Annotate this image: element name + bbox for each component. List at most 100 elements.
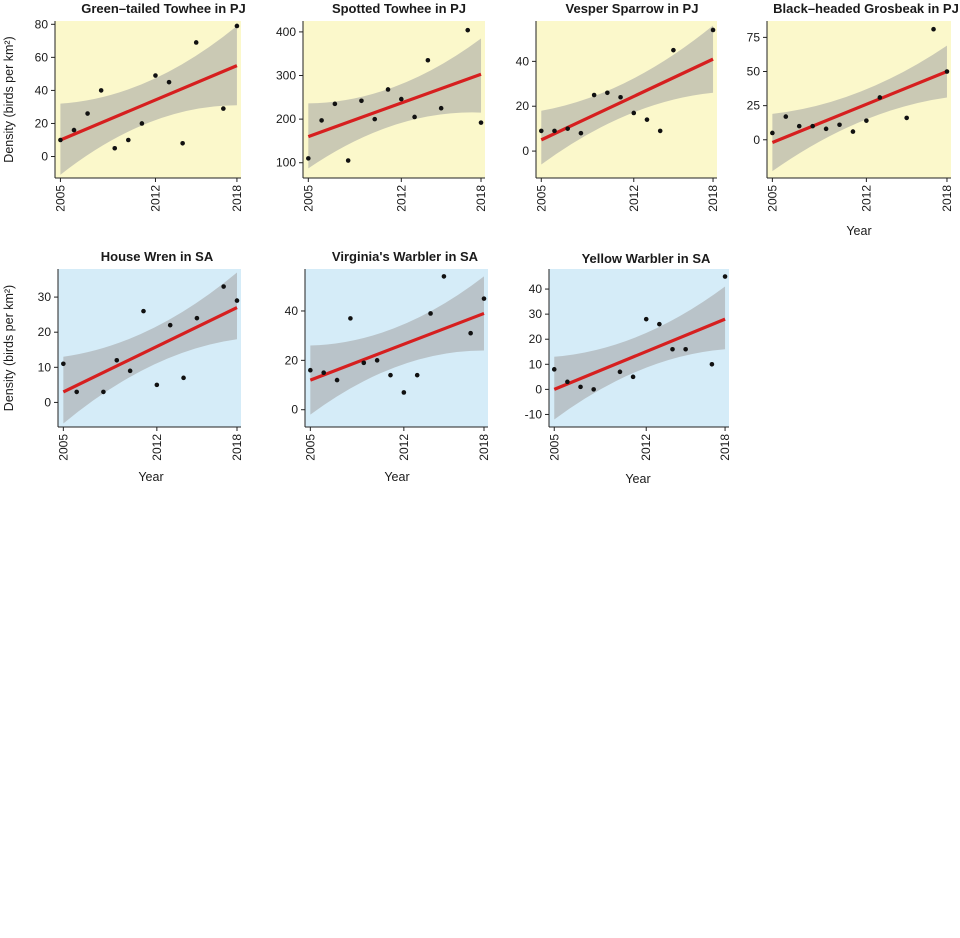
x-tick-label: 2005 bbox=[301, 185, 315, 212]
x-tick-label: 2012 bbox=[627, 185, 641, 212]
x-tick-label: 2012 bbox=[397, 434, 411, 461]
data-point bbox=[441, 274, 447, 279]
confidence-band bbox=[308, 38, 482, 169]
data-point bbox=[348, 316, 353, 321]
data-point bbox=[385, 87, 391, 92]
y-tick-label: 75 bbox=[747, 30, 761, 44]
data-point bbox=[864, 118, 869, 123]
x-tick-label: 2005 bbox=[765, 185, 779, 212]
y-tick-label: 50 bbox=[747, 65, 761, 79]
y-tick-label: 60 bbox=[35, 50, 49, 64]
x-axis-title: Year bbox=[846, 224, 871, 238]
panel-title: Green–tailed Towhee in PJ bbox=[81, 1, 245, 16]
data-point bbox=[428, 311, 433, 316]
panel-title: House Wren in SA bbox=[101, 249, 214, 264]
x-tick-label: 2005 bbox=[303, 434, 317, 461]
trend-line bbox=[309, 311, 485, 382]
data-point bbox=[221, 284, 226, 289]
panel-virginias-warbler: Virginia's Warbler in SA Year 0 20 40 2005 2… bbox=[285, 249, 491, 484]
data-point bbox=[644, 117, 650, 122]
panel-house-wren: House Wren in SA Density (birds per km²)… bbox=[2, 249, 244, 484]
trend-line bbox=[771, 70, 948, 144]
y-tick-label: 30 bbox=[38, 290, 52, 304]
data-point bbox=[657, 128, 663, 134]
panel-green-tailed-towhee: Green–tailed Towhee in PJ Density (birds… bbox=[2, 1, 246, 212]
data-point bbox=[58, 137, 63, 143]
y-axis-title: Density (birds per km²) bbox=[2, 36, 16, 162]
data-point bbox=[722, 274, 728, 279]
y-tick-label: 100 bbox=[276, 156, 296, 170]
data-point bbox=[412, 114, 417, 120]
data-point bbox=[74, 389, 80, 395]
data-point bbox=[308, 367, 313, 373]
y-tick-label: 20 bbox=[35, 116, 49, 130]
data-point bbox=[617, 369, 623, 375]
y-tick-label: 400 bbox=[276, 25, 296, 39]
panel-title: Black–headed Grosbeak in PJ bbox=[773, 1, 959, 16]
x-tick-label: 2005 bbox=[534, 185, 548, 212]
data-point bbox=[180, 140, 185, 146]
y-tick-label: 300 bbox=[276, 69, 296, 83]
trend-line bbox=[59, 64, 238, 142]
panel-title: Virginia's Warbler in SA bbox=[332, 249, 479, 264]
data-point bbox=[388, 372, 393, 378]
y-tick-label: 20 bbox=[285, 353, 299, 367]
data-point bbox=[565, 379, 570, 385]
data-point bbox=[153, 73, 158, 78]
data-point bbox=[591, 387, 596, 392]
data-point bbox=[783, 114, 789, 119]
data-point bbox=[478, 120, 484, 125]
data-point bbox=[101, 389, 106, 395]
data-point bbox=[139, 121, 145, 126]
y-tick-label: 0 bbox=[41, 150, 48, 164]
x-tick-label: 2018 bbox=[477, 434, 491, 461]
x-tick-label: 2005 bbox=[53, 185, 67, 212]
data-point bbox=[71, 127, 77, 133]
data-point bbox=[234, 298, 240, 303]
data-point bbox=[605, 90, 610, 96]
data-point bbox=[126, 137, 131, 143]
data-point bbox=[114, 357, 120, 363]
confidence-band bbox=[60, 25, 237, 175]
x-tick-label: 2018 bbox=[940, 185, 954, 212]
panel-title: Yellow Warbler in SA bbox=[582, 251, 711, 266]
data-point bbox=[306, 156, 311, 161]
data-point bbox=[810, 123, 815, 129]
data-point bbox=[578, 130, 584, 136]
data-point bbox=[538, 128, 544, 134]
panel-title: Vesper Sparrow in PJ bbox=[566, 1, 699, 16]
y-tick-label: 40 bbox=[35, 83, 49, 97]
y-tick-label: 20 bbox=[516, 99, 530, 113]
data-point bbox=[401, 390, 407, 395]
data-point bbox=[837, 122, 842, 128]
data-point bbox=[931, 26, 936, 32]
data-point bbox=[167, 322, 173, 328]
data-point bbox=[710, 27, 716, 33]
x-tick-label: 2012 bbox=[859, 185, 873, 212]
x-tick-label: 2018 bbox=[230, 185, 244, 212]
y-tick-label: 0 bbox=[44, 395, 51, 409]
data-point bbox=[154, 382, 160, 388]
data-point bbox=[618, 94, 623, 100]
data-point bbox=[631, 110, 637, 116]
x-tick-label: 2005 bbox=[547, 434, 561, 461]
y-tick-label: 0 bbox=[522, 144, 529, 158]
y-tick-label: 30 bbox=[529, 307, 543, 321]
trend-line bbox=[62, 306, 238, 394]
y-tick-label: 20 bbox=[529, 332, 543, 346]
x-tick-label: 2018 bbox=[474, 185, 488, 212]
data-point bbox=[578, 384, 583, 390]
x-axis-title: Year bbox=[384, 470, 409, 484]
data-point bbox=[181, 375, 186, 381]
data-point bbox=[425, 57, 431, 63]
data-point bbox=[359, 98, 364, 104]
panel-spotted-towhee: Spotted Towhee in PJ 100 200 300 400 2005 201… bbox=[276, 1, 488, 212]
trend-line bbox=[307, 72, 482, 139]
x-tick-label: 2012 bbox=[639, 434, 653, 461]
data-point bbox=[141, 308, 146, 314]
data-point bbox=[551, 367, 557, 372]
y-tick-label: -10 bbox=[525, 407, 543, 421]
data-point bbox=[709, 362, 715, 367]
x-axis-title: Year bbox=[138, 470, 163, 484]
